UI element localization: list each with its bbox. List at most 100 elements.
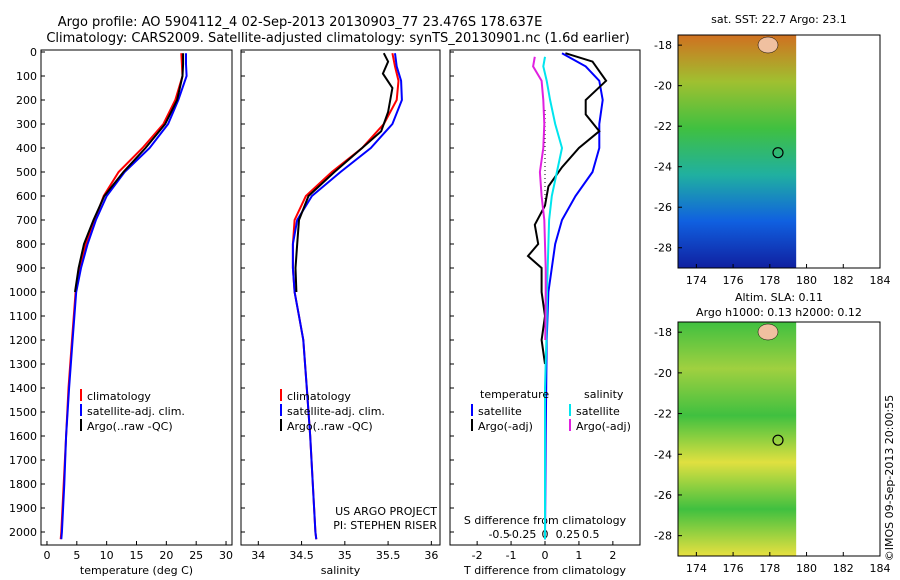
island-shape	[757, 323, 779, 341]
y-tick-label: 200	[16, 94, 37, 107]
plot-frame	[240, 49, 441, 546]
y-tick-label: 1200	[9, 334, 37, 347]
x-tick-label: 1	[575, 549, 582, 562]
s-tick-label: 0.25	[556, 528, 581, 541]
series-line-2	[294, 52, 394, 293]
map-x-tick-label: 184	[870, 562, 891, 575]
series-line-3	[532, 56, 547, 341]
map-x-tick-label: 178	[759, 274, 780, 287]
legend-entry: climatology	[287, 390, 351, 403]
series-line-1	[526, 52, 608, 365]
map-x-tick-label: 178	[759, 562, 780, 575]
legend-entry: Argo(..raw -QC)	[287, 420, 373, 433]
map-y-tick-label: -24	[654, 161, 672, 174]
map-y-tick-label: -20	[654, 367, 672, 380]
annotation-line2: PI: STEPHEN RISER	[333, 519, 437, 532]
map-field	[678, 35, 797, 268]
plot-frame	[40, 49, 233, 546]
x-axis-label: salinity	[321, 564, 361, 577]
map-y-tick-label: -20	[654, 80, 672, 93]
x-tick-label: -1	[506, 549, 517, 562]
map-y-tick-label: -26	[654, 201, 672, 214]
s-tick-label: -0.5	[488, 528, 509, 541]
y-tick-label: 1400	[9, 382, 37, 395]
temperature-profile-panel: 0100200300400500600700800900100011001200…	[9, 46, 233, 577]
x-tick-label: 35	[338, 549, 352, 562]
legend-title-temperature: temperature	[480, 388, 549, 401]
y-tick-label: 2000	[9, 526, 37, 539]
salinity-profile-panel: 34 34.5 35 35.5 36 salinity climatology satelli…	[240, 49, 441, 577]
x-tick-label: 10	[100, 549, 114, 562]
x-tick-label: 35.5	[376, 549, 401, 562]
legend-entry: satellite-adj. clim.	[287, 405, 385, 418]
legend-entry: Argo(-adj)	[478, 420, 533, 433]
y-tick-label: 1800	[9, 478, 37, 491]
argo-location-marker	[772, 147, 784, 159]
x-tick-label: 0	[542, 549, 549, 562]
map-x-tick-label: 176	[723, 562, 744, 575]
legend-entry: Argo(..raw -QC)	[87, 420, 173, 433]
map-x-tick-label: 180	[796, 274, 817, 287]
y-tick-label: 400	[16, 142, 37, 155]
y-tick-label: 1900	[9, 502, 37, 515]
argo-location-marker	[772, 434, 784, 446]
x-tick-label: 36	[424, 549, 438, 562]
map-x-tick-label: 174	[686, 274, 707, 287]
x-axis-label: temperature (deg C)	[80, 564, 193, 577]
map-y-tick-label: -28	[654, 242, 672, 255]
x-tick-label: 2	[609, 549, 616, 562]
x-tick-label: -2	[472, 549, 483, 562]
map-y-tick-label: -22	[654, 408, 672, 421]
x-tick-label: 34.5	[289, 549, 314, 562]
legend-entry: climatology	[87, 390, 151, 403]
y-tick-label: 1100	[9, 310, 37, 323]
y-tick-label: 700	[16, 214, 37, 227]
y-tick-label: 500	[16, 166, 37, 179]
s-tick-label: -0.25	[508, 528, 536, 541]
series-line-2	[74, 53, 185, 293]
y-tick-label: 1500	[9, 406, 37, 419]
figure-title-line2: Climatology: CARS2009. Satellite-adjuste…	[46, 31, 629, 46]
difference-profile-panel: -2 -1 0 1 2-0.5-0.25 0 0.25 0.5S difference fro…	[449, 49, 641, 577]
legend-entry: satellite-adj. clim.	[87, 405, 185, 418]
x-tick-label: 34	[251, 549, 265, 562]
legend-entry: satellite	[478, 405, 522, 418]
series-line-1	[291, 53, 403, 540]
map-frame	[677, 321, 881, 557]
map-subtitle: Argo h1000: 0.13 h2000: 0.12	[696, 306, 862, 319]
series-line-2	[542, 56, 564, 540]
sla-map-panel: Altim. SLA: 0.11 Argo h1000: 0.13 h2000: …	[654, 291, 890, 575]
map-x-tick-label: 174	[686, 562, 707, 575]
sst-map-panel: sat. SST: 22.7 Argo: 23.1 174 176 178 180 182…	[654, 13, 890, 287]
x-tick-label: 5	[73, 549, 80, 562]
map-y-tick-label: -28	[654, 530, 672, 543]
legend-title-salinity: salinity	[584, 388, 624, 401]
x-tick-label: 15	[130, 549, 144, 562]
island-shape	[757, 36, 779, 54]
legend-entry: satellite	[576, 405, 620, 418]
map-y-tick-label: -18	[654, 39, 672, 52]
map-y-tick-label: -18	[654, 326, 672, 339]
map-x-tick-label: 180	[796, 562, 817, 575]
x-tick-label: 20	[159, 549, 173, 562]
map-title: Altim. SLA: 0.11	[735, 291, 823, 304]
y-tick-label: 800	[16, 238, 37, 251]
imos-credit: ©IMOS 09-Sep-2013 20:00:55	[883, 395, 896, 561]
map-frame	[677, 34, 881, 269]
map-x-tick-label: 176	[723, 274, 744, 287]
y-tick-label: 1700	[9, 454, 37, 467]
x-axis-label: T difference from climatology	[463, 564, 626, 577]
map-y-tick-label: -24	[654, 448, 672, 461]
map-x-tick-label: 184	[870, 274, 891, 287]
map-y-tick-label: -22	[654, 120, 672, 133]
x-tick-label: 0	[43, 549, 50, 562]
figure-title-line1: Argo profile: AO 5904112_4 02-Sep-2013 2…	[58, 15, 543, 30]
y-tick-label: 600	[16, 190, 37, 203]
y-tick-label: 900	[16, 262, 37, 275]
x-tick-label: 30	[219, 549, 233, 562]
y-tick-label: 1300	[9, 358, 37, 371]
map-y-tick-label: -26	[654, 489, 672, 502]
legend-entry: Argo(-adj)	[576, 420, 631, 433]
y-tick-label: 1600	[9, 430, 37, 443]
map-x-tick-label: 182	[833, 274, 854, 287]
